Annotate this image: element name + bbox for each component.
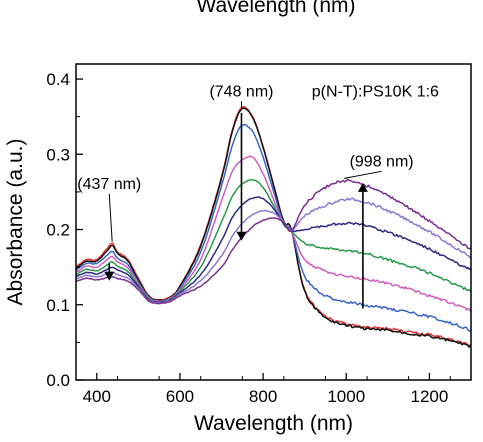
annotation-leader [108, 193, 113, 242]
spectrum-line [75, 178, 472, 305]
annotation-layer: (748 nm) (437 nm) (998 nm) p(N-T):PS10K 1:6 [77, 83, 439, 242]
annotation-label: p(N-T):PS10K 1:6 [312, 83, 439, 100]
y-tick-label: 0.1 [46, 296, 70, 315]
x-axis: 400 600 800 1000 1200 [75, 373, 451, 406]
x-axis-title: Wavelength (nm) [194, 412, 353, 435]
trend-arrow-head [236, 231, 247, 241]
y-tick-label: 0.2 [46, 221, 70, 240]
annotation-label: (748 nm) [209, 83, 273, 100]
y-tick-label: 0.4 [46, 70, 70, 89]
spectrum-line [75, 197, 472, 304]
y-axis: 0.0 0.1 0.2 0.3 0.4 [46, 70, 83, 390]
spectrum-line [75, 155, 472, 313]
annotation-label: (437 nm) [77, 176, 141, 193]
annotation-label: (998 nm) [350, 153, 414, 170]
y-tick-label: 0.3 [46, 145, 70, 164]
series-layer [75, 106, 472, 348]
x-tick-label: 1000 [327, 387, 365, 406]
annotation-leader [344, 170, 382, 179]
plot-frame [75, 63, 472, 381]
y-tick-label: 0.0 [46, 371, 70, 390]
y-axis-title: Absorbance (a.u.) [4, 139, 27, 306]
top-partial-text: Wavelength (nm) [196, 0, 355, 17]
trend-arrow-head [357, 182, 368, 192]
spectrum-line [75, 107, 472, 348]
trend-arrow-head [104, 271, 115, 281]
arrow-layer [104, 112, 368, 309]
x-tick-label: 800 [249, 387, 277, 406]
x-tick-label: 1200 [411, 387, 449, 406]
x-tick-label: 600 [166, 387, 194, 406]
x-tick-label: 400 [83, 387, 111, 406]
spectrum-line [75, 106, 472, 347]
